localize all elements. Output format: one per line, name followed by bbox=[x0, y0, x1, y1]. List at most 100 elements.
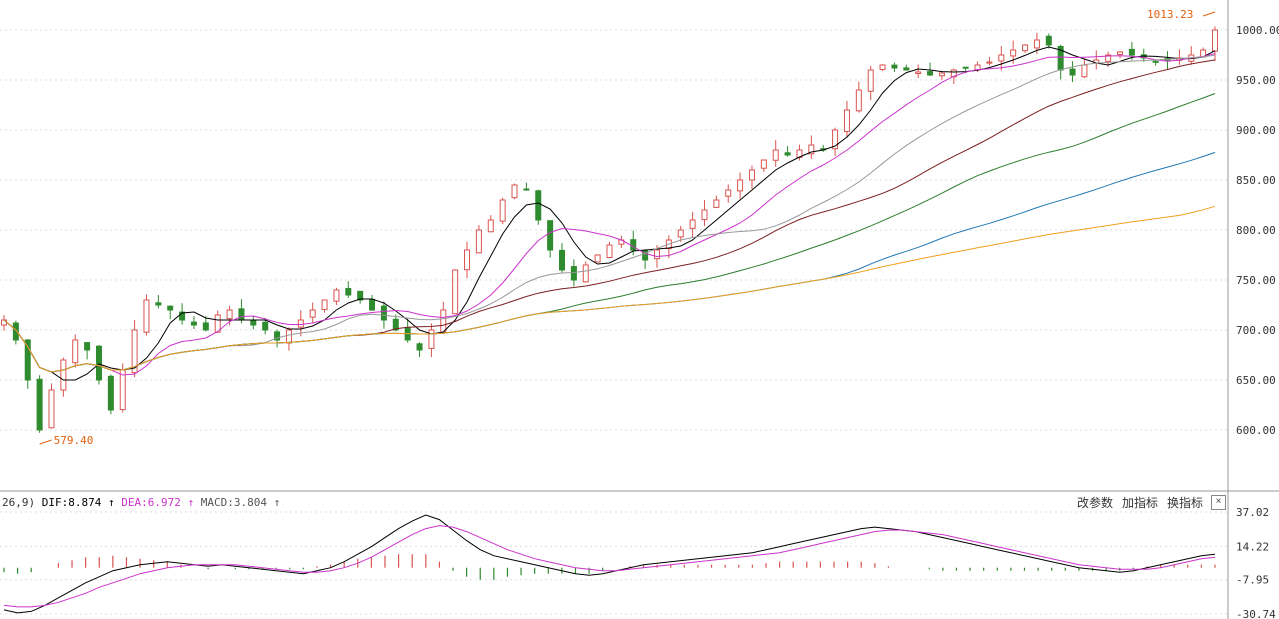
candle-body bbox=[535, 190, 542, 221]
dea-label: DEA: bbox=[121, 496, 148, 509]
candle-body bbox=[84, 342, 91, 351]
price-tick-label: 800.00 bbox=[1236, 224, 1276, 237]
candle-body bbox=[1, 319, 7, 326]
candle-body bbox=[12, 322, 19, 341]
macd-label: MACD: bbox=[201, 496, 234, 509]
candle-body bbox=[464, 249, 471, 271]
macd-params-label: 26,9) bbox=[2, 496, 35, 509]
price-tick-label: 900.00 bbox=[1236, 124, 1276, 137]
candle-body bbox=[238, 308, 245, 321]
candle-body bbox=[998, 54, 1005, 62]
candle-body bbox=[119, 369, 126, 411]
candle-body bbox=[285, 329, 292, 344]
candle-body bbox=[95, 345, 102, 381]
candle-body bbox=[855, 89, 862, 112]
candle-body bbox=[179, 311, 186, 321]
dea-value: 6.972 bbox=[148, 496, 181, 509]
candle-body bbox=[986, 61, 993, 64]
candle-body bbox=[1212, 29, 1218, 52]
candle-body bbox=[962, 66, 969, 69]
candle-body bbox=[60, 359, 67, 391]
switch-indicator-button[interactable]: 换指标 bbox=[1167, 496, 1204, 510]
ma250-line bbox=[3, 205, 1216, 373]
close-indicator-button[interactable]: × bbox=[1211, 495, 1226, 510]
ma10-line bbox=[3, 53, 1216, 376]
candle-body bbox=[155, 302, 162, 306]
candle-body bbox=[262, 321, 269, 331]
high-arrow bbox=[1202, 11, 1216, 17]
ma20-line bbox=[3, 54, 1216, 373]
high-price-label: 1013.23 bbox=[1147, 8, 1193, 21]
candle-body bbox=[107, 375, 114, 411]
candle-body bbox=[547, 220, 554, 251]
candle-body bbox=[582, 264, 589, 283]
candle-body bbox=[760, 159, 767, 169]
candle-body bbox=[630, 239, 637, 251]
candle-body bbox=[1152, 60, 1159, 63]
candle-body bbox=[808, 144, 815, 155]
candle-body bbox=[570, 266, 577, 281]
low-price-label: 579.40 bbox=[54, 434, 94, 447]
candle-body bbox=[190, 321, 197, 326]
candle-body bbox=[677, 229, 684, 238]
add-indicator-button[interactable]: 加指标 bbox=[1122, 496, 1159, 510]
candle-body bbox=[523, 188, 530, 191]
candle-body bbox=[748, 169, 755, 181]
candle-body bbox=[511, 184, 518, 199]
candle-body bbox=[214, 314, 221, 333]
candle-body bbox=[1105, 54, 1112, 62]
candle-body bbox=[357, 290, 364, 301]
macd-value: 3.804 bbox=[234, 496, 267, 509]
candle-body bbox=[725, 189, 732, 197]
candle-body bbox=[713, 199, 720, 208]
candle-body bbox=[784, 152, 791, 156]
candle-body bbox=[559, 249, 566, 271]
macd-tick-label: -30.74 bbox=[1236, 608, 1276, 619]
candle-body bbox=[843, 109, 850, 133]
candle-body bbox=[1010, 49, 1017, 57]
candle-body bbox=[440, 309, 447, 333]
candle-body bbox=[1128, 48, 1135, 56]
candle-body bbox=[297, 319, 304, 328]
candle-body bbox=[167, 305, 174, 311]
dif-value: 8.874 bbox=[68, 496, 101, 509]
candle-body bbox=[309, 309, 316, 318]
macd-tick-label: 14.22 bbox=[1236, 540, 1269, 553]
candle-body bbox=[938, 72, 945, 77]
candle-body bbox=[1022, 44, 1029, 52]
dea-line bbox=[3, 525, 1216, 608]
candle-body bbox=[36, 378, 43, 431]
candle-body bbox=[867, 69, 874, 92]
candle-body bbox=[1081, 64, 1088, 78]
candle-body bbox=[475, 229, 482, 254]
candle-body bbox=[226, 309, 233, 320]
low-arrow bbox=[39, 439, 52, 445]
candle-body bbox=[321, 299, 328, 311]
ma30-line bbox=[3, 59, 1216, 373]
candle-body bbox=[452, 269, 459, 315]
candle-body bbox=[701, 209, 708, 221]
candle-body bbox=[737, 179, 744, 192]
candle-body bbox=[72, 339, 79, 364]
candle-body bbox=[903, 67, 910, 71]
macd-tick-label: 37.02 bbox=[1236, 506, 1269, 519]
candle-body bbox=[380, 305, 387, 321]
candle-body bbox=[594, 254, 601, 263]
candle-body bbox=[428, 329, 435, 349]
macd-tick-label: -7.95 bbox=[1236, 574, 1269, 587]
candle-body bbox=[606, 244, 613, 259]
candle-body bbox=[653, 249, 660, 260]
candle-body bbox=[24, 339, 31, 381]
candle-body bbox=[345, 288, 352, 296]
candle-body bbox=[772, 149, 779, 161]
candle-body bbox=[1033, 39, 1040, 49]
price-tick-label: 700.00 bbox=[1236, 324, 1276, 337]
candle-body bbox=[202, 322, 209, 331]
change-params-button[interactable]: 改参数 bbox=[1077, 496, 1114, 510]
candle-body bbox=[1117, 51, 1124, 55]
candle-body bbox=[131, 329, 138, 374]
price-tick-label: 650.00 bbox=[1236, 374, 1276, 387]
candle-body bbox=[1069, 68, 1076, 76]
